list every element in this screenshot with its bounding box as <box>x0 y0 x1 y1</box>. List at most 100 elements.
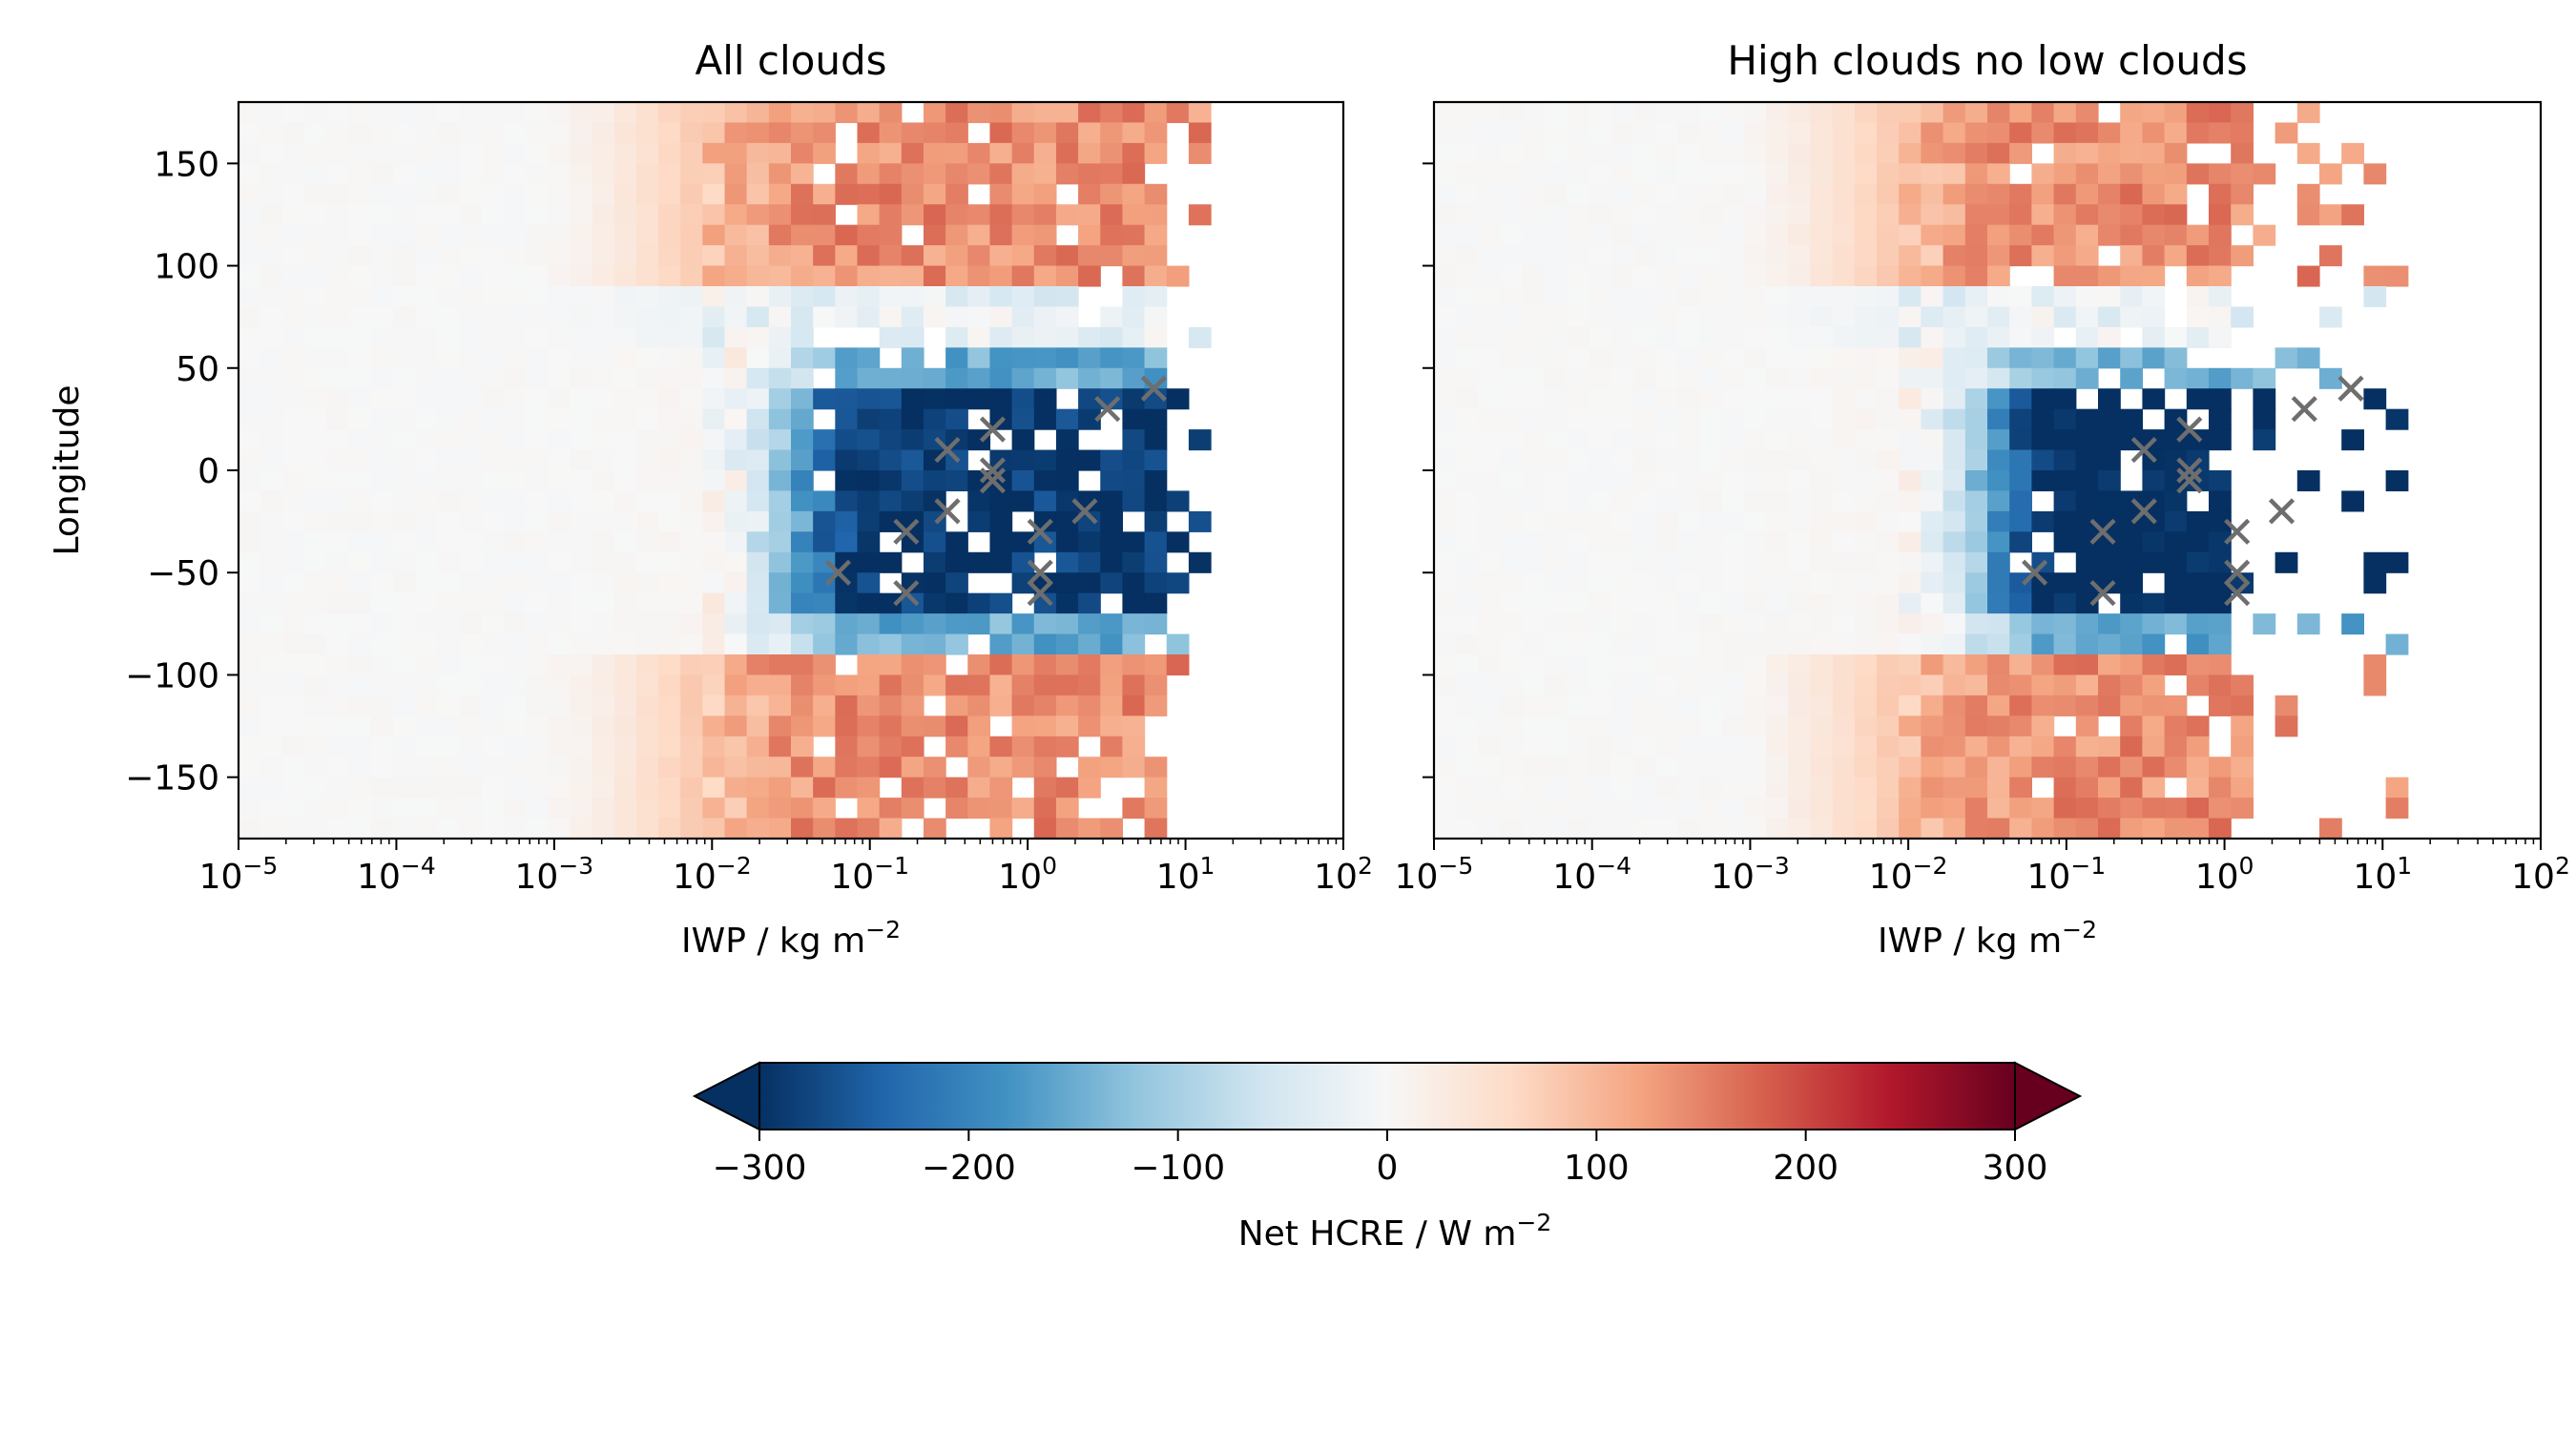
heatmap-cell <box>1055 204 1079 226</box>
heatmap-cell <box>1478 798 1502 819</box>
heatmap-cell <box>1743 347 1767 369</box>
heatmap-cell <box>1078 654 1101 676</box>
heatmap-cell <box>746 613 770 635</box>
heatmap-cell <box>1545 613 1568 635</box>
heatmap-cell <box>658 572 681 594</box>
heatmap-cell <box>1055 367 1079 389</box>
heatmap-cell <box>1877 818 1900 840</box>
heatmap-cell <box>1033 102 1057 124</box>
heatmap-cell <box>1522 204 1546 226</box>
colorbar-tick-label: 200 <box>1773 1149 1839 1188</box>
heatmap-cell <box>503 286 527 308</box>
heatmap-cell <box>658 490 681 512</box>
heatmap-cell <box>2253 613 2276 635</box>
heatmap-cell <box>1456 716 1479 737</box>
heatmap-cell <box>548 224 571 246</box>
heatmap-cell <box>2186 531 2210 553</box>
heatmap-cell <box>1144 142 1168 164</box>
heatmap-cell <box>348 163 372 185</box>
heatmap-cell <box>1699 716 1723 737</box>
heatmap-cell <box>945 224 968 246</box>
heatmap-cell <box>348 695 372 716</box>
heatmap-cell <box>1655 531 1678 553</box>
heatmap-cell <box>2186 551 2210 573</box>
heatmap-cell <box>239 347 261 369</box>
heatmap-cell <box>2142 470 2166 492</box>
heatmap-cell <box>945 716 968 737</box>
heatmap-cell <box>2009 347 2032 369</box>
heatmap-cell <box>526 224 549 246</box>
heatmap-cell <box>2296 265 2320 287</box>
heatmap-cell <box>437 654 461 676</box>
heatmap-cell <box>1545 633 1568 655</box>
heatmap-cell <box>2009 449 2032 471</box>
heatmap-cell <box>503 716 527 737</box>
heatmap-cell <box>1500 716 1524 737</box>
heatmap-cell <box>2075 286 2099 308</box>
heatmap-cell <box>1788 572 1811 594</box>
heatmap-cell <box>813 122 836 144</box>
x-tick-label: 100 <box>998 852 1057 897</box>
cross-marker <box>2224 518 2251 545</box>
heatmap-cell <box>1655 695 1678 716</box>
heatmap-cell <box>635 490 659 512</box>
heatmap-cell <box>304 674 328 696</box>
heatmap-cell <box>1942 102 1966 124</box>
heatmap-cell <box>923 245 946 267</box>
heatmap-cell <box>326 183 350 205</box>
heatmap-cell <box>945 613 968 635</box>
heatmap-cell <box>1122 102 1146 124</box>
heatmap-cell <box>2009 408 2032 430</box>
heatmap-cell <box>348 286 372 308</box>
heatmap-cell <box>1899 286 1922 308</box>
heatmap-cell <box>326 306 350 328</box>
heatmap-cell <box>239 551 261 573</box>
heatmap-cell <box>1478 757 1502 778</box>
heatmap-cell <box>857 142 881 164</box>
cross-marker <box>2176 416 2203 443</box>
heatmap-cell <box>415 654 439 676</box>
heatmap-cell <box>1699 408 1723 430</box>
heatmap-cell <box>1854 224 1878 246</box>
heatmap-cell <box>1964 163 1988 185</box>
heatmap-cell <box>680 429 703 451</box>
heatmap-cell <box>857 818 881 840</box>
heatmap-cell <box>282 716 306 737</box>
heatmap-cell <box>548 388 571 410</box>
heatmap-cell <box>260 449 283 471</box>
heatmap-cell <box>1567 347 1589 369</box>
heatmap-cell <box>702 510 726 532</box>
heatmap-cell <box>1921 326 1944 348</box>
heatmap-cell <box>1188 429 1212 451</box>
heatmap-cell <box>1078 757 1101 778</box>
heatmap-cell <box>923 777 946 798</box>
heatmap-cell <box>282 367 306 389</box>
heatmap-cell <box>304 531 328 553</box>
heatmap-cell <box>1434 490 1457 512</box>
heatmap-cell <box>1500 531 1524 553</box>
heatmap-cell <box>1144 490 1168 512</box>
heatmap-cell <box>2296 142 2320 164</box>
heatmap-cell <box>1987 654 2010 676</box>
heatmap-cell <box>1100 551 1123 573</box>
heatmap-cell <box>967 204 991 226</box>
heatmap-cell <box>857 510 881 532</box>
heatmap-cell <box>570 695 593 716</box>
heatmap-cell <box>326 551 350 573</box>
heatmap-cell <box>724 142 748 164</box>
heatmap-cell <box>989 286 1013 308</box>
heatmap-cell <box>2120 183 2143 205</box>
heatmap-cell <box>658 122 681 144</box>
heatmap-cell <box>415 265 439 287</box>
heatmap-cell <box>1964 695 1988 716</box>
heatmap-cell <box>1500 245 1524 267</box>
heatmap-cell <box>702 654 726 676</box>
heatmap-cell <box>1964 245 1988 267</box>
heatmap-cell <box>1610 245 1634 267</box>
heatmap-cell <box>1766 429 1789 451</box>
heatmap-cell <box>260 142 283 164</box>
heatmap-cell <box>503 347 527 369</box>
heatmap-cell <box>2098 286 2121 308</box>
heatmap-cell <box>2120 142 2143 164</box>
